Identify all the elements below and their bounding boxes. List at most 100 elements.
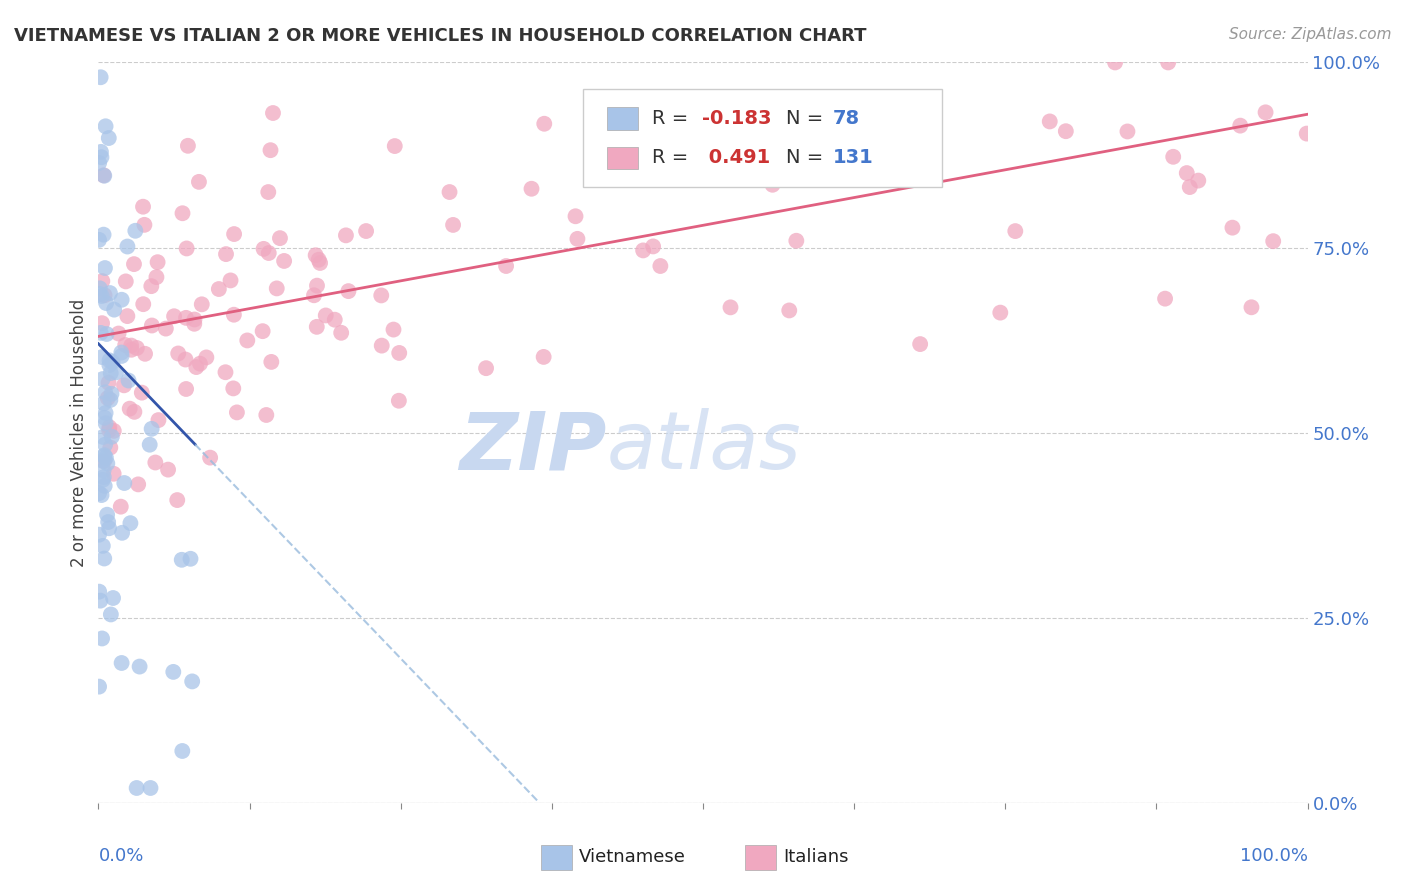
- Point: [121, 343, 143, 357]
- Point: [1175, 166, 1198, 180]
- Point: [122, 257, 145, 271]
- Y-axis label: 2 or more Vehicles in Household: 2 or more Vehicles in Household: [70, 299, 89, 566]
- Point: [186, 360, 208, 375]
- Point: [163, 310, 186, 324]
- Text: ZIP: ZIP: [458, 409, 606, 486]
- Point: [309, 256, 332, 270]
- Point: [778, 303, 800, 318]
- Point: [1104, 55, 1126, 70]
- Point: [97, 376, 120, 390]
- Point: [794, 142, 817, 156]
- Point: [94, 260, 117, 275]
- Point: [96, 457, 118, 471]
- Point: [141, 422, 163, 436]
- Point: [172, 206, 194, 220]
- Point: [94, 417, 117, 431]
- Point: [439, 185, 461, 199]
- Point: [117, 374, 139, 388]
- Point: [93, 463, 115, 477]
- Point: [1254, 105, 1277, 120]
- Point: [114, 274, 136, 288]
- Point: [643, 239, 665, 253]
- Text: Source: ZipAtlas.com: Source: ZipAtlas.com: [1229, 27, 1392, 42]
- Point: [141, 318, 163, 333]
- Point: [101, 355, 124, 369]
- Point: [224, 227, 246, 241]
- Point: [139, 780, 162, 795]
- Point: [174, 352, 197, 367]
- Point: [105, 365, 128, 379]
- Point: [87, 233, 110, 247]
- Point: [179, 551, 201, 566]
- Point: [1039, 114, 1062, 128]
- Point: [93, 551, 115, 566]
- Point: [475, 361, 498, 376]
- Point: [388, 346, 411, 360]
- Point: [112, 378, 135, 392]
- Point: [222, 308, 245, 322]
- Point: [120, 516, 142, 531]
- Point: [91, 372, 114, 386]
- Point: [98, 521, 121, 535]
- Point: [97, 131, 120, 145]
- Point: [222, 381, 245, 395]
- Point: [1240, 300, 1263, 314]
- Point: [98, 420, 121, 434]
- Point: [132, 297, 155, 311]
- Point: [198, 450, 221, 465]
- Point: [214, 365, 236, 379]
- Point: [170, 553, 193, 567]
- Point: [166, 493, 188, 508]
- Text: 78: 78: [832, 109, 859, 128]
- Point: [96, 508, 118, 522]
- Point: [101, 591, 124, 605]
- Point: [128, 659, 150, 673]
- Point: [125, 341, 148, 355]
- Point: [110, 500, 132, 514]
- Point: [124, 224, 146, 238]
- Point: [134, 347, 156, 361]
- Text: R =: R =: [652, 148, 689, 168]
- Text: Italians: Italians: [783, 848, 849, 866]
- Point: [117, 309, 139, 323]
- Point: [236, 334, 259, 348]
- Point: [89, 156, 111, 170]
- Text: 100.0%: 100.0%: [1240, 847, 1308, 865]
- Point: [266, 281, 288, 295]
- Point: [564, 209, 586, 223]
- Point: [110, 656, 132, 670]
- Point: [167, 346, 190, 360]
- Point: [94, 406, 117, 420]
- Point: [533, 117, 555, 131]
- Point: [111, 349, 134, 363]
- Text: N =: N =: [786, 109, 823, 128]
- Point: [1229, 119, 1251, 133]
- Point: [93, 169, 115, 183]
- Point: [90, 70, 112, 85]
- Point: [124, 405, 146, 419]
- Point: [91, 632, 114, 646]
- Point: [98, 353, 121, 368]
- Point: [1263, 234, 1285, 248]
- Point: [97, 515, 120, 529]
- Point: [988, 305, 1011, 319]
- Point: [101, 430, 124, 444]
- Point: [114, 338, 136, 352]
- Point: [98, 441, 121, 455]
- Point: [100, 607, 122, 622]
- Point: [191, 297, 214, 311]
- Point: [157, 462, 180, 476]
- Point: [100, 392, 122, 407]
- Text: VIETNAMESE VS ITALIAN 2 OR MORE VEHICLES IN HOUSEHOLD CORRELATION CHART: VIETNAMESE VS ITALIAN 2 OR MORE VEHICLES…: [14, 27, 866, 45]
- Point: [89, 286, 111, 301]
- Point: [1054, 124, 1077, 138]
- Point: [219, 273, 242, 287]
- Point: [91, 430, 114, 444]
- Point: [90, 488, 112, 502]
- Point: [1004, 224, 1026, 238]
- Point: [87, 527, 110, 541]
- Point: [93, 396, 115, 410]
- Point: [110, 345, 132, 359]
- Point: [93, 227, 115, 242]
- Point: [181, 674, 204, 689]
